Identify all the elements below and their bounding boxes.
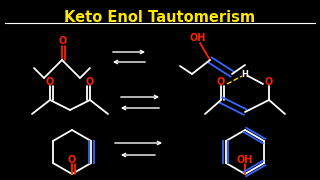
Text: OH: OH [190,33,206,43]
Text: H: H [242,69,248,78]
Text: O: O [265,77,273,87]
Text: OH: OH [237,155,253,165]
Text: O: O [217,77,225,87]
Text: O: O [68,155,76,165]
Text: O: O [86,77,94,87]
Text: Keto Enol Tautomerism: Keto Enol Tautomerism [64,10,256,25]
Text: O: O [46,77,54,87]
Text: O: O [59,36,67,46]
